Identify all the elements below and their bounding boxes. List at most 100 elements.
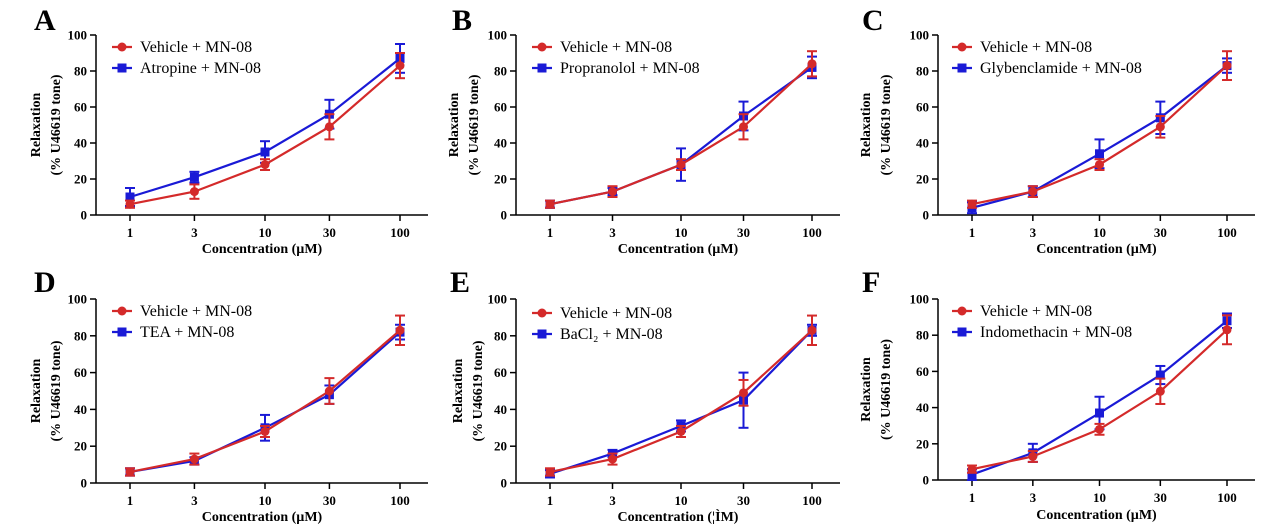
- x-tick-label: 10: [259, 493, 272, 508]
- legend-marker: [537, 329, 547, 339]
- x-axis-title: Concentration (¦ÌM): [618, 508, 739, 525]
- data-point: [807, 325, 817, 335]
- data-point: [1095, 408, 1104, 418]
- y-tick-label: 80: [494, 328, 507, 343]
- x-tick-label: 10: [259, 225, 272, 240]
- x-tick-label: 30: [1154, 225, 1167, 240]
- x-tick-label: 3: [609, 493, 616, 508]
- x-tick-label: 1: [547, 493, 554, 508]
- data-point: [1155, 370, 1165, 380]
- x-tick-label: 30: [1154, 490, 1167, 505]
- x-tick-label: 10: [675, 225, 688, 240]
- data-point: [260, 147, 270, 157]
- x-tick-label: 3: [609, 225, 616, 240]
- legend-marker: [957, 327, 967, 337]
- x-tick-label: 100: [1217, 490, 1237, 505]
- panel-letter: F: [862, 266, 880, 299]
- data-point: [739, 122, 749, 132]
- data-point: [189, 187, 199, 197]
- series-line: [129, 331, 401, 474]
- y-axis-title: Relaxation (% U46619 tone): [29, 74, 64, 175]
- x-tick-label: 10: [675, 493, 688, 508]
- y-axis-title-line: (% U46619 tone): [49, 340, 64, 441]
- y-axis-title-line: Relaxation: [29, 93, 44, 158]
- y-tick-label: 0: [923, 208, 930, 223]
- y-tick-label: 80: [74, 328, 87, 343]
- legend-label: Vehicle + MN-08: [560, 305, 672, 322]
- data-point: [395, 325, 405, 335]
- y-tick-label: 40: [916, 136, 929, 151]
- legend-label: TEA + MN-08: [140, 324, 234, 341]
- data-point: [608, 187, 618, 197]
- legend: Vehicle + MN-08 Propranolol + MN-08: [532, 39, 700, 77]
- y-axis-title-line: Relaxation: [859, 93, 874, 158]
- legend-marker: [117, 327, 127, 337]
- y-axis-title: Relaxation (% U46619 tone): [29, 340, 64, 441]
- y-axis-title-line: Relaxation: [447, 93, 462, 158]
- legend-label: Indomethacin + MN-08: [980, 324, 1132, 341]
- data-point: [260, 160, 270, 170]
- legend: Vehicle + MN-08 Glybenclamide + MN-08: [952, 39, 1142, 77]
- series-line: [129, 57, 401, 199]
- series-line: [549, 62, 813, 206]
- legend: Vehicle + MN-08 Indomethacin + MN-08: [952, 303, 1132, 341]
- legend-marker: [117, 42, 127, 52]
- x-tick-label: 1: [969, 225, 976, 240]
- y-axis-title-line: Relaxation: [29, 359, 44, 424]
- x-axis-title: Concentration (µM): [202, 242, 323, 257]
- series-line: [971, 64, 1228, 209]
- y-tick-label: 0: [923, 473, 930, 488]
- y-axis-title: Relaxation (% U46619 tone): [859, 74, 894, 175]
- y-tick-label: 80: [916, 64, 929, 79]
- legend-marker: [537, 63, 547, 73]
- y-tick-label: 60: [74, 365, 87, 380]
- y-tick-label: 0: [81, 208, 88, 223]
- legend-label: Vehicle + MN-08: [140, 303, 252, 320]
- panel-d: D 0 20 40 60 80 100 1 3 10 30 100 Concentration (µM)…: [29, 266, 428, 525]
- y-tick-label: 60: [916, 100, 929, 115]
- legend-label: Vehicle + MN-08: [560, 39, 672, 56]
- panel-letter: D: [34, 266, 56, 299]
- y-tick-label: 100: [68, 28, 88, 43]
- data-point: [1222, 325, 1232, 335]
- series-treatment: [967, 57, 1232, 215]
- data-point: [545, 199, 555, 209]
- panel-b: B 0 20 40 60 80 100 1 3 10 30 100 Concentration (µM)…: [447, 4, 840, 257]
- series-line: [549, 66, 813, 206]
- x-tick-label: 30: [323, 493, 336, 508]
- data-point: [324, 386, 334, 396]
- legend: Vehicle + MN-08 Atropine + MN-08: [112, 39, 261, 77]
- x-tick-label: 30: [323, 225, 336, 240]
- data-point: [1028, 451, 1038, 461]
- data-point: [807, 59, 817, 69]
- data-point: [739, 388, 749, 398]
- data-point: [189, 454, 199, 464]
- series-line: [549, 329, 813, 474]
- legend-marker: [957, 42, 967, 52]
- y-tick-label: 60: [494, 365, 507, 380]
- x-axis-title: Concentration (µM): [1036, 508, 1157, 523]
- y-axis-title: Relaxation (% U46619 tone): [447, 74, 482, 175]
- y-tick-label: 60: [494, 100, 507, 115]
- data-point: [189, 172, 199, 182]
- panel-f: F 0 20 40 60 80 100 1 3 10 30 100 Concentration (µM)…: [859, 266, 1255, 523]
- x-tick-label: 3: [1030, 490, 1037, 505]
- panel-a: A 0 20 40 60 80 100 1 3 10 30 100 Concentration (µM)…: [29, 4, 428, 257]
- x-tick-label: 1: [969, 490, 976, 505]
- legend-marker: [957, 306, 967, 316]
- series-vehicle: [545, 50, 817, 209]
- x-tick-label: 100: [390, 493, 410, 508]
- data-point: [1155, 122, 1165, 132]
- y-axis-title: Relaxation (% U46619 tone): [451, 340, 486, 441]
- y-tick-label: 20: [494, 439, 507, 454]
- series-vehicle: [125, 52, 405, 209]
- data-point: [608, 454, 618, 464]
- legend-label: Vehicle + MN-08: [140, 39, 252, 56]
- y-axis-title-line: (% U46619 tone): [879, 74, 894, 175]
- y-tick-label: 60: [74, 100, 87, 115]
- x-tick-label: 1: [127, 225, 134, 240]
- legend-marker: [117, 63, 127, 73]
- series-vehicle: [967, 50, 1232, 209]
- x-tick-label: 100: [390, 225, 410, 240]
- x-axis-title: Concentration (µM): [1036, 242, 1157, 257]
